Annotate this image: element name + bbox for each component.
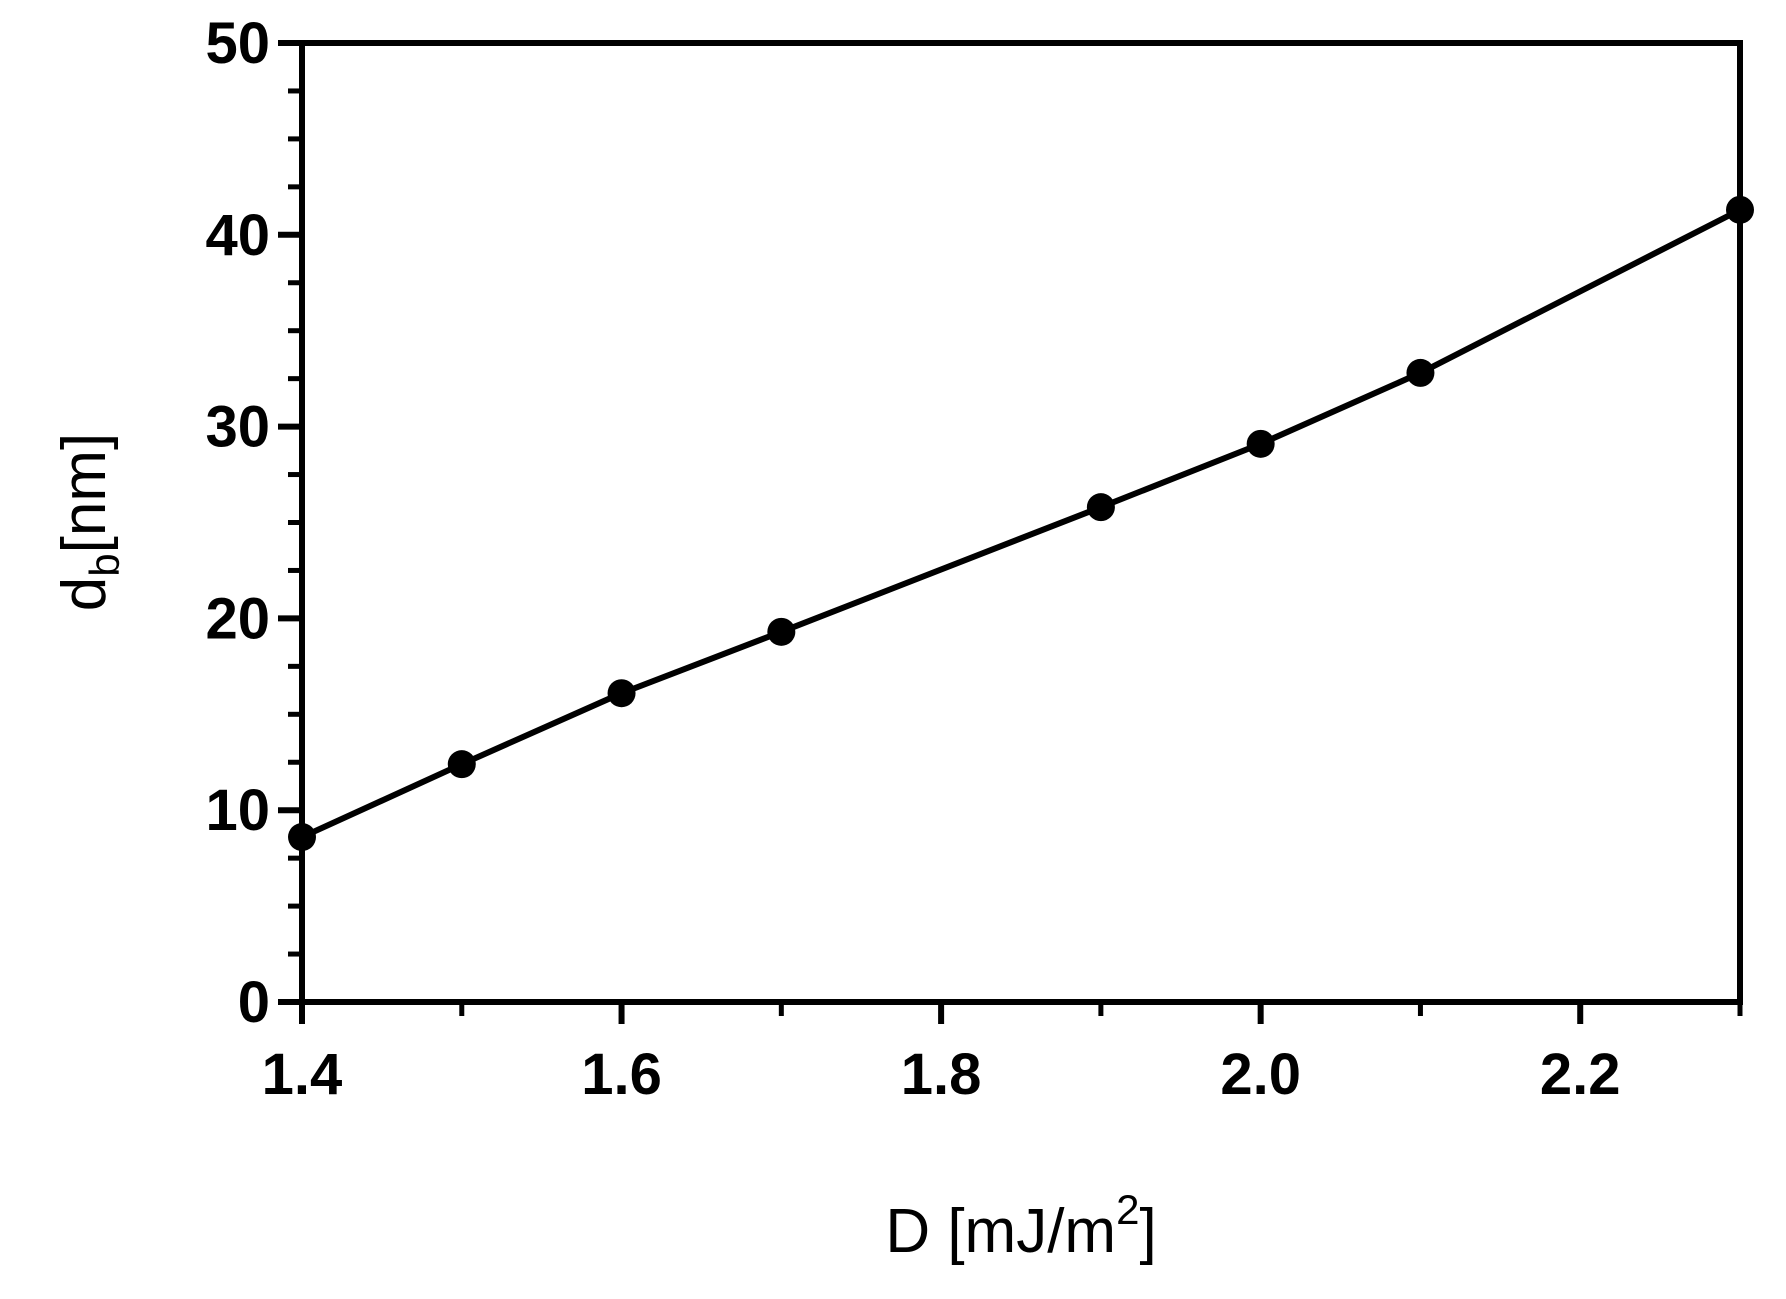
plot-frame	[299, 40, 1743, 1005]
x-tick-label: 2.2	[1540, 1042, 1621, 1107]
data-point	[1246, 429, 1275, 458]
x-tick-label: 1.8	[901, 1042, 982, 1107]
x-tick-label: 2.0	[1220, 1042, 1301, 1107]
data-point	[447, 750, 476, 779]
data-line	[300, 207, 1742, 840]
data-point	[1726, 195, 1754, 224]
x-label-text: D [mJ/m	[885, 1197, 1116, 1266]
x-tick-label: 1.6	[581, 1042, 662, 1107]
y-label-end: [nm]	[50, 433, 119, 554]
y-tick-label: 20	[205, 586, 270, 651]
y-label-sub: b	[81, 553, 128, 576]
y-tick-label: 50	[205, 11, 270, 76]
y-label-text: d	[50, 577, 119, 611]
y-tick-label: 40	[205, 203, 270, 268]
data-point	[1406, 358, 1435, 387]
y-tick-label: 10	[205, 778, 270, 843]
y-axis-label: db[nm]	[50, 433, 128, 611]
y-tick-label: 30	[205, 395, 270, 460]
x-axis-label: D [mJ/m2]	[885, 1186, 1156, 1266]
data-point	[607, 679, 636, 708]
data-point	[288, 823, 316, 852]
x-tick-label: 1.4	[262, 1042, 343, 1107]
x-label-end: ]	[1139, 1197, 1156, 1266]
data-point	[767, 617, 796, 646]
data-point	[1086, 493, 1115, 522]
x-label-sup: 2	[1116, 1186, 1139, 1233]
y-tick-label: 0	[238, 970, 270, 1035]
